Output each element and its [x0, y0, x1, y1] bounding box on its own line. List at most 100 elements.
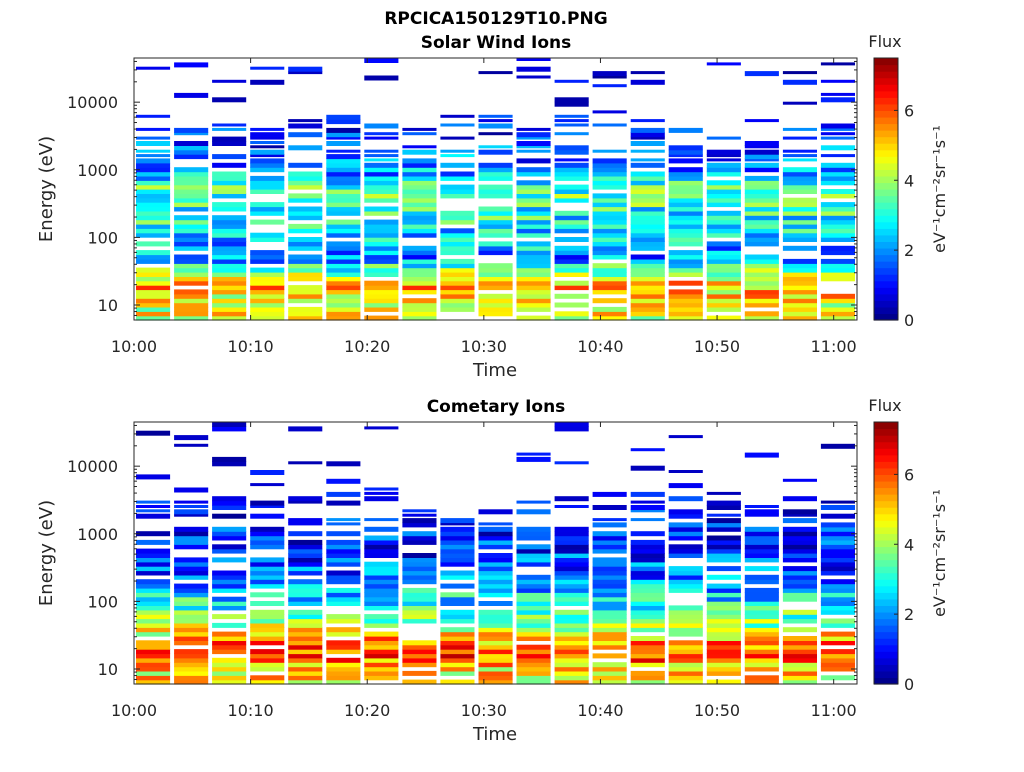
heatmap-cell	[516, 500, 551, 504]
heatmap-cell	[820, 175, 855, 181]
heatmap-cell	[364, 123, 399, 129]
heatmap-cell	[288, 263, 323, 269]
heatmap-cell	[554, 596, 589, 602]
heatmap-cell	[212, 640, 247, 646]
heatmap-cell	[592, 636, 627, 641]
heatmap-cell	[554, 132, 589, 136]
heatmap-cell	[630, 79, 665, 85]
heatmap-cell	[440, 175, 475, 181]
heatmap-cell	[668, 574, 703, 580]
heatmap-cell	[478, 666, 513, 672]
heatmap-cell	[212, 675, 247, 681]
heatmap-cell	[136, 557, 171, 563]
heatmap-cell	[364, 75, 399, 81]
heatmap-cell	[326, 302, 361, 308]
heatmap-cell	[706, 180, 741, 186]
heatmap-cell	[516, 245, 551, 251]
heatmap-cell	[478, 167, 513, 173]
heatmap-cell	[478, 162, 513, 168]
heatmap-cell	[744, 215, 779, 221]
heatmap-cell	[364, 653, 399, 659]
heatmap-cell	[364, 154, 399, 158]
heatmap-cell	[668, 587, 703, 593]
heatmap-cell	[630, 675, 665, 681]
heatmap-cell	[592, 149, 627, 153]
heatmap-cell	[668, 206, 703, 212]
heatmap-cell	[402, 145, 437, 149]
heatmap-cell	[668, 483, 703, 489]
heatmap-cell	[440, 592, 475, 598]
heatmap-cell	[592, 675, 627, 681]
heatmap-cell	[782, 149, 817, 153]
heatmap-cell	[250, 622, 285, 628]
heatmap-cell	[554, 592, 589, 598]
heatmap-cell	[820, 215, 855, 221]
heatmap-cell	[364, 496, 399, 502]
heatmap-cell	[402, 315, 437, 321]
heatmap-cell	[174, 657, 209, 663]
heatmap-cell	[136, 202, 171, 208]
heatmap-cell	[744, 149, 779, 155]
heatmap-cell	[136, 162, 171, 168]
heatmap-cell	[250, 232, 285, 238]
heatmap-cell	[820, 553, 855, 558]
heatmap-cell	[212, 302, 247, 308]
heatmap-cell	[440, 289, 475, 295]
heatmap-cell	[706, 210, 741, 216]
heatmap-cell	[174, 171, 209, 177]
heatmap-cell	[744, 535, 779, 541]
heatmap-cell	[668, 289, 703, 295]
heatmap-cell	[136, 548, 171, 554]
heatmap-cell	[554, 145, 589, 151]
heatmap-cell	[554, 123, 589, 127]
heatmap-cell	[478, 298, 513, 304]
heatmap-cell	[668, 219, 703, 225]
heatmap-cell	[250, 505, 285, 508]
heatmap-cell	[706, 280, 741, 286]
heatmap-cell	[630, 280, 665, 286]
heatmap-cell	[668, 228, 703, 234]
heatmap-cell	[706, 250, 741, 256]
heatmap-cell	[478, 557, 513, 563]
figure-title: RPCICA150129T10.PNG	[384, 9, 607, 29]
heatmap-cell	[820, 605, 855, 611]
heatmap-cell	[136, 583, 171, 589]
heatmap-cell	[364, 553, 399, 558]
heatmap-cell	[478, 302, 513, 308]
heatmap-cell	[440, 601, 475, 606]
colorbar-segment	[874, 520, 898, 528]
heatmap-cell	[440, 228, 475, 234]
heatmap-cell	[630, 574, 665, 580]
colorbar-segment	[874, 625, 898, 633]
heatmap-cell	[744, 197, 779, 203]
heatmap-cell	[174, 223, 209, 229]
heatmap-cell	[630, 653, 665, 659]
heatmap-cell	[402, 614, 437, 620]
colorbar-segment	[874, 175, 898, 184]
heatmap-cell	[326, 478, 361, 484]
heatmap-cell	[440, 189, 475, 194]
heatmap-cell	[630, 71, 665, 75]
heatmap-cell	[592, 71, 627, 77]
heatmap-cell	[820, 649, 855, 655]
heatmap-cell	[364, 579, 399, 585]
heatmap-cell	[212, 587, 247, 593]
heatmap-cell	[326, 276, 361, 282]
heatmap-cell	[440, 583, 475, 589]
panel-title-solar-wind: Solar Wind Ions	[421, 33, 572, 53]
heatmap-cell	[326, 127, 361, 133]
cometary-panel: Cometary Ions 10:00 10:10 10:20 10:30 10:40 1…	[36, 396, 949, 745]
heatmap-cell	[288, 670, 323, 676]
heatmap-cell	[174, 557, 209, 563]
heatmap-cell	[136, 539, 171, 545]
heatmap-cell	[820, 250, 855, 256]
heatmap-cell	[212, 422, 247, 427]
heatmap-cell	[706, 276, 741, 282]
heatmap-cell	[326, 280, 361, 286]
heatmap-cell	[174, 298, 209, 304]
heatmap-cell	[516, 158, 551, 164]
heatmap-cell	[440, 232, 475, 238]
heatmap-cell	[668, 605, 703, 611]
heatmap-cell	[364, 258, 399, 264]
heatmap-cell	[668, 311, 703, 317]
